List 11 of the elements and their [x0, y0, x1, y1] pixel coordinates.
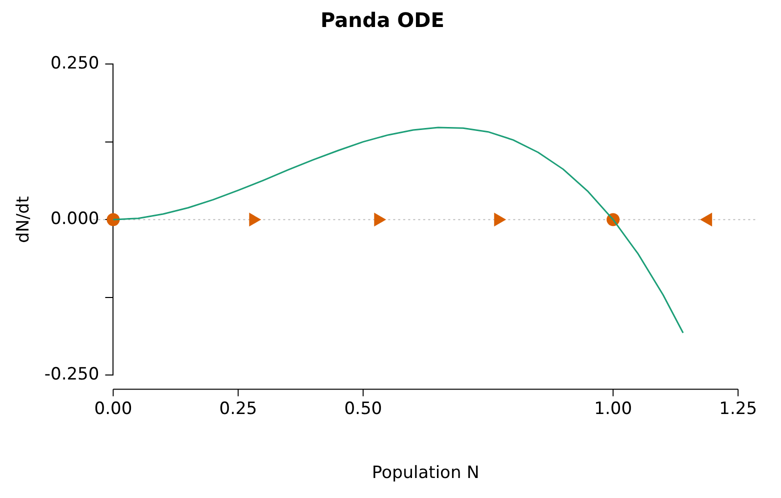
chart-title: Panda ODE	[320, 8, 444, 32]
y-tick-label: 0.250	[50, 53, 100, 74]
x-tick-label: 1.25	[719, 398, 758, 419]
y-axis-title: dN/dt	[14, 196, 34, 243]
x-tick-label: 0.50	[344, 398, 382, 419]
y-tick-label: 0.000	[50, 209, 100, 230]
x-tick-label: 1.00	[594, 398, 632, 419]
x-tick-label: 0.00	[94, 398, 132, 419]
y-tick-label: -0.250	[44, 364, 100, 385]
x-tick-label: 0.25	[219, 398, 258, 419]
x-axis-title: Population N	[372, 463, 480, 484]
